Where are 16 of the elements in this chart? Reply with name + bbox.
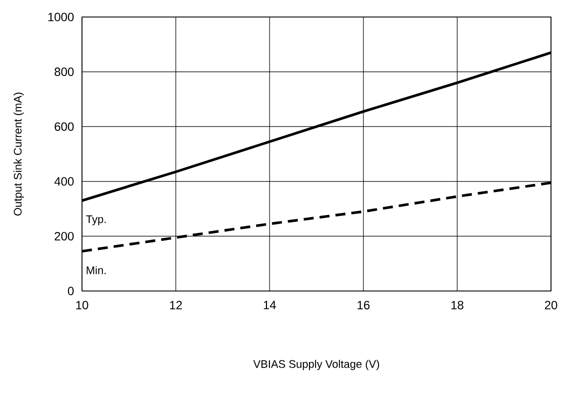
x-tick-label: 10 — [76, 300, 88, 310]
y-tick-label: 0 — [68, 286, 74, 296]
x-axis-title: VBIAS Supply Voltage (V) — [253, 360, 380, 370]
y-tick-label: 200 — [54, 232, 74, 240]
x-tick-label: 20 — [544, 300, 558, 310]
y-tick-label: 600 — [54, 122, 74, 131]
y-tick-label: 800 — [54, 68, 74, 76]
y-axis-title: Output Sink Current (mA) — [14, 92, 24, 216]
x-tick-label: 18 — [451, 300, 464, 310]
series-label: Min. — [86, 266, 106, 274]
x-tick-label: 14 — [264, 300, 276, 310]
y-tick-label: 400 — [54, 177, 74, 186]
x-tick-label: 16 — [358, 300, 370, 310]
x-tick-label: 12 — [170, 300, 182, 310]
series-label: Typ. — [86, 215, 106, 226]
y-tick-label: 1000 — [48, 12, 74, 22]
